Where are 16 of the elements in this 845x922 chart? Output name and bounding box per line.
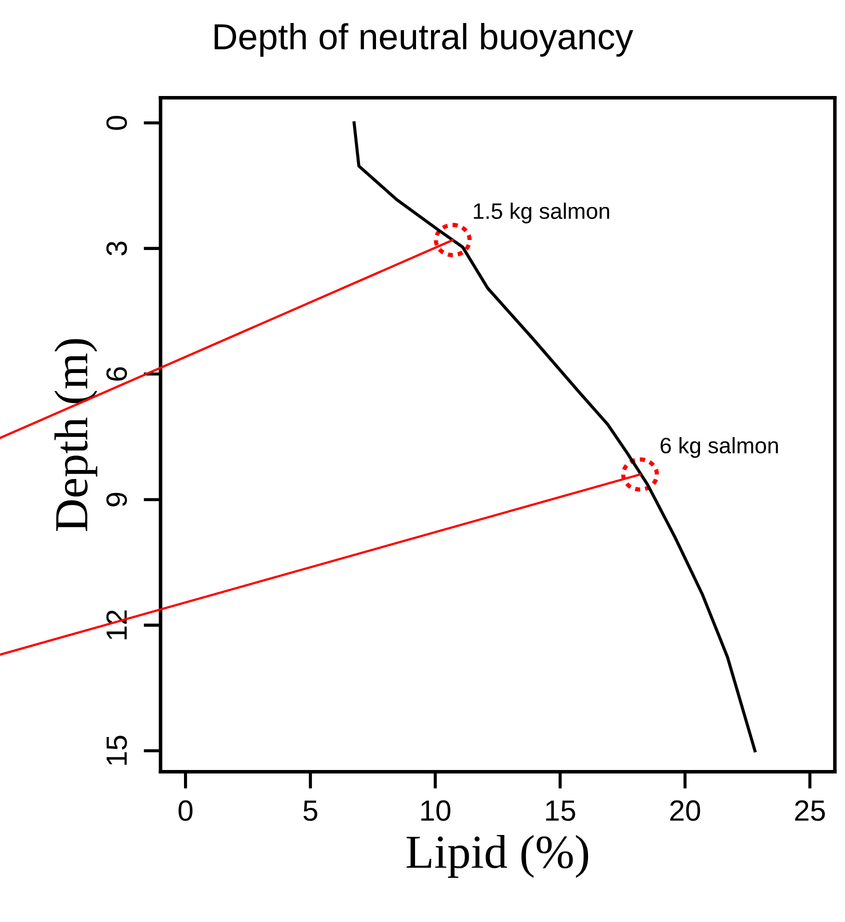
y-axis-title: Depth (m) — [54, 339, 98, 532]
y-tick-label: 15 — [106, 736, 128, 765]
annotation: 1.5 kg salmon — [474, 202, 610, 224]
x-tick-label: 0 — [178, 800, 192, 821]
chart-title: Depth of neutral buoyancy — [214, 23, 634, 57]
x-tick-label: 15 — [546, 800, 576, 821]
x-tick-label: 10 — [421, 800, 450, 821]
y-tick-label: 9 — [106, 492, 128, 506]
x-tick-label: 20 — [670, 800, 700, 821]
x-axis-title: Lipid (%) — [406, 835, 588, 878]
y-tick-label: 3 — [106, 242, 128, 256]
y-tick-label: 0 — [106, 116, 128, 130]
x-tick-label: 25 — [795, 800, 825, 821]
x-tick-label: 5 — [303, 800, 318, 821]
y-tick-label: 6 — [106, 367, 128, 381]
annotation: 6 kg salmon — [660, 437, 778, 458]
